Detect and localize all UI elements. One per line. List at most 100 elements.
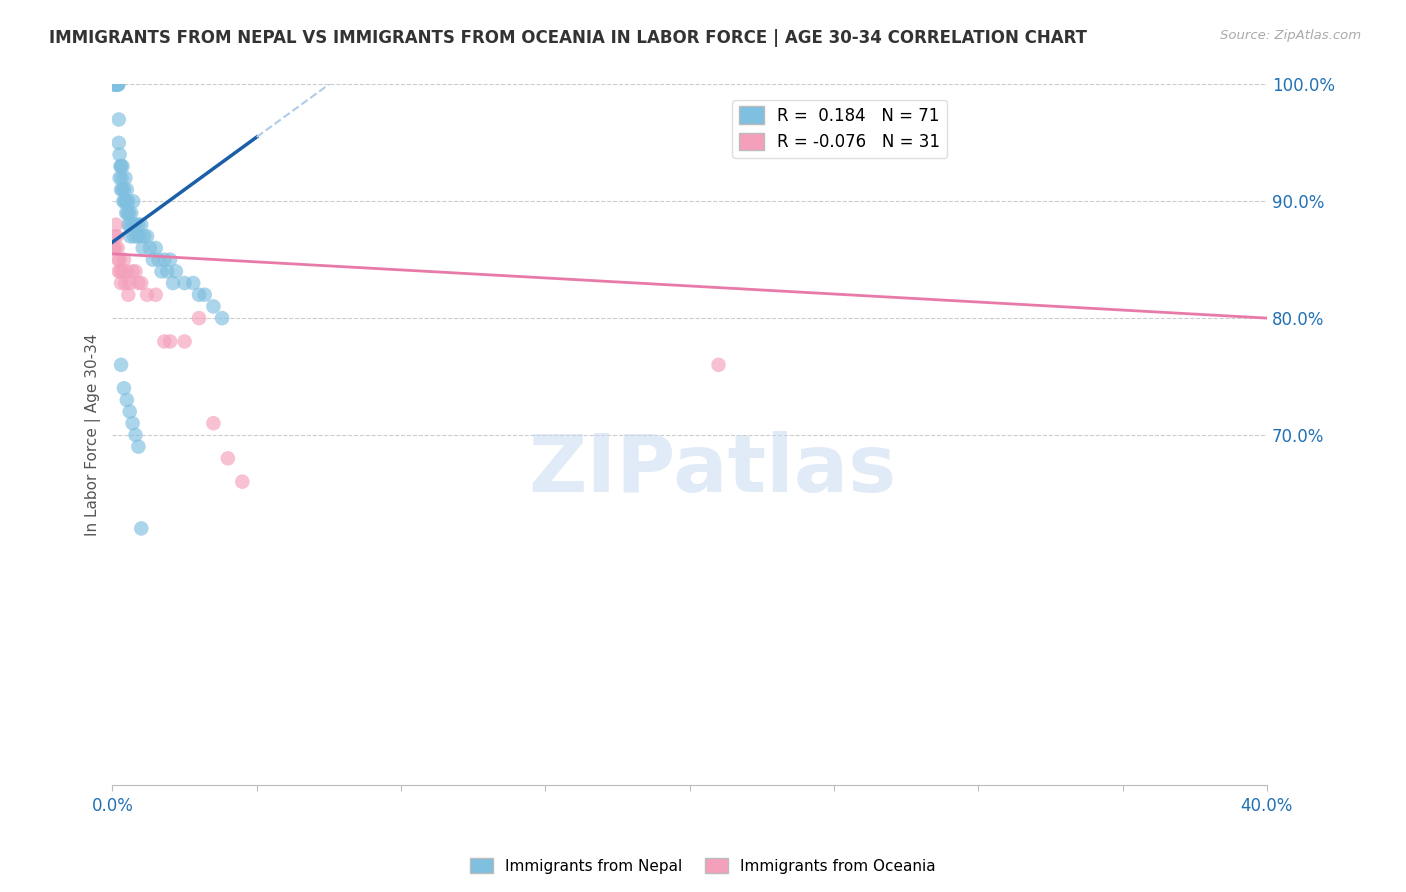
Point [107,78,129,92]
Point [107,241,129,255]
Point [110,159,132,173]
Point [105,78,128,92]
Point [104,241,127,255]
Text: IMMIGRANTS FROM NEPAL VS IMMIGRANTS FROM OCEANIA IN LABOR FORCE | AGE 30-34 CORR: IMMIGRANTS FROM NEPAL VS IMMIGRANTS FROM… [49,29,1087,46]
Point [115,194,138,209]
Point [104,218,127,232]
Point [124,218,146,232]
Point [118,276,141,290]
Point [707,358,730,372]
Point [108,170,131,185]
Point [153,334,176,349]
Point [165,264,187,278]
Point [194,287,217,301]
Point [111,159,134,173]
Point [117,287,139,301]
Point [121,264,143,278]
Point [108,147,131,161]
Point [114,276,136,290]
Point [104,78,127,92]
Point [112,381,135,395]
Point [150,264,173,278]
Point [114,194,136,209]
Point [108,252,131,267]
Point [105,229,128,244]
Point [117,206,139,220]
Point [124,264,146,278]
Point [117,218,139,232]
Point [111,183,134,197]
Point [188,287,211,301]
Point [124,428,146,442]
Point [148,252,170,267]
Point [112,194,135,209]
Point [129,276,152,290]
Y-axis label: In Labor Force | Age 30-34: In Labor Force | Age 30-34 [86,334,101,536]
Legend: Immigrants from Nepal, Immigrants from Oceania: Immigrants from Nepal, Immigrants from O… [464,852,942,880]
Point [114,194,136,209]
Point [111,264,134,278]
Point [129,218,152,232]
Point [115,206,138,220]
Point [159,334,181,349]
Point [121,417,143,431]
Point [104,78,127,92]
Point [142,252,165,267]
Point [115,183,138,197]
Point [107,78,129,92]
Point [156,264,179,278]
Point [188,311,211,326]
Point [127,218,149,232]
Point [202,417,225,431]
Point [107,136,129,150]
Point [107,78,129,92]
Point [173,276,195,290]
Point [112,183,135,197]
Point [129,521,152,535]
Point [132,241,155,255]
Text: Source: ZipAtlas.com: Source: ZipAtlas.com [1220,29,1361,42]
Point [122,194,145,209]
Point [110,159,132,173]
Point [107,252,129,267]
Point [107,264,129,278]
Point [105,78,128,92]
Point [127,276,149,290]
Point [122,229,145,244]
Point [134,229,156,244]
Point [162,276,184,290]
Point [110,183,132,197]
Text: ZIPatlas: ZIPatlas [529,431,897,509]
Point [145,287,167,301]
Point [139,241,162,255]
Point [181,276,204,290]
Point [159,252,181,267]
Point [117,194,139,209]
Point [110,276,132,290]
Point [104,78,127,92]
Point [145,241,167,255]
Point [103,78,125,92]
Point [103,241,125,255]
Point [114,170,136,185]
Point [118,218,141,232]
Point [115,392,138,407]
Point [104,78,127,92]
Point [107,112,129,127]
Point [112,252,135,267]
Point [118,404,141,418]
Point [125,229,148,244]
Point [120,229,142,244]
Point [127,440,149,454]
Point [110,358,132,372]
Point [118,206,141,220]
Point [136,287,159,301]
Point [153,252,176,267]
Point [104,229,127,244]
Point [173,334,195,349]
Point [217,451,239,466]
Point [115,264,138,278]
Point [128,229,150,244]
Point [121,218,143,232]
Point [136,229,159,244]
